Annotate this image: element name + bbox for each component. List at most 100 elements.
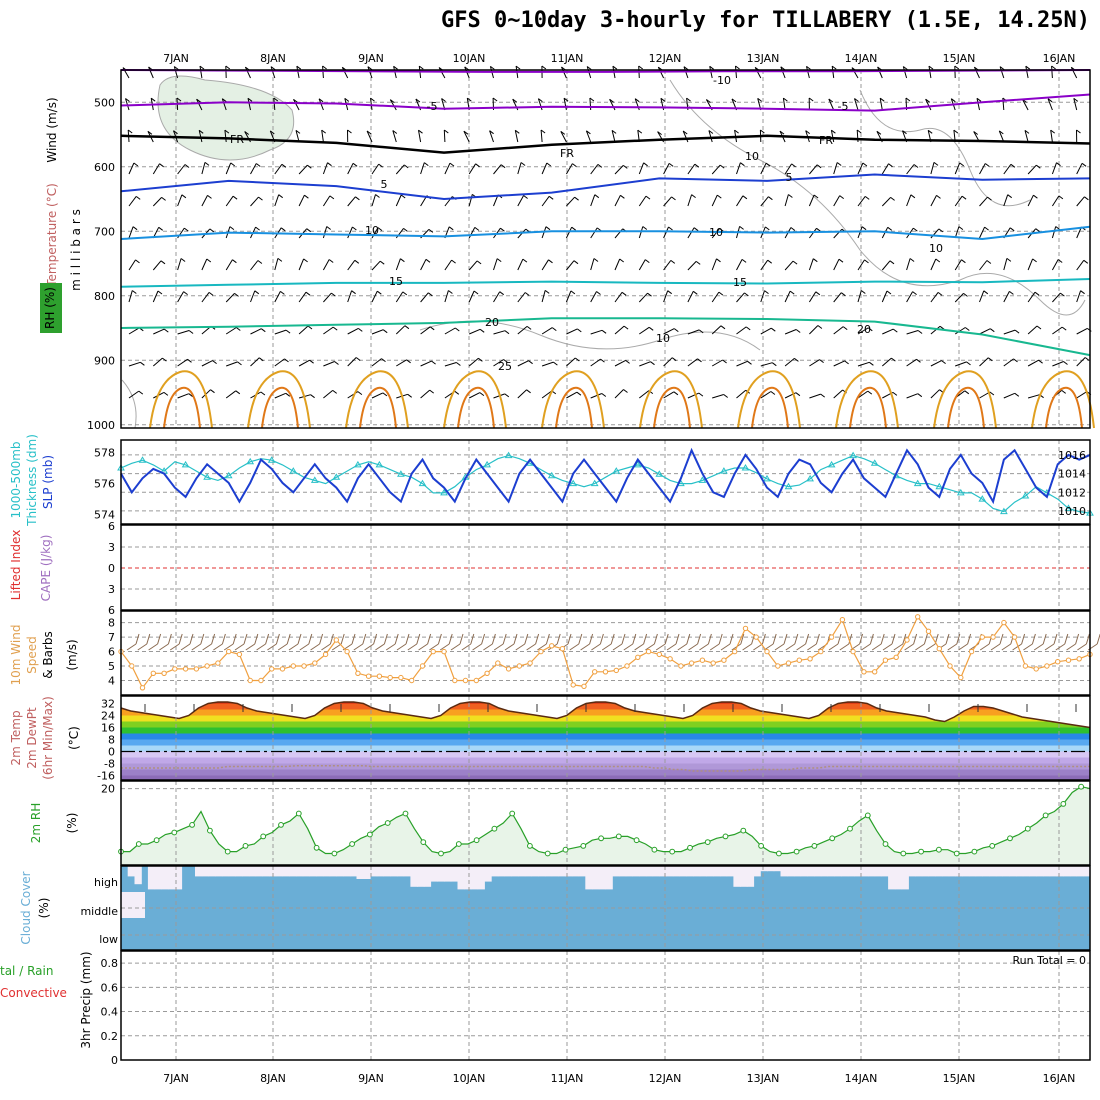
wind-barb — [1051, 195, 1060, 207]
cloud-clear-gap — [605, 866, 613, 890]
rh2m-marker — [882, 841, 889, 847]
wind-barb — [296, 66, 300, 79]
wind-barb-flag — [1035, 228, 1040, 233]
wind-barb-flag — [454, 390, 460, 395]
wind-barb-flag — [269, 130, 275, 135]
wind-barb-flag — [691, 194, 696, 199]
wind10-marker — [753, 634, 759, 640]
wind-barb-flag — [698, 392, 704, 397]
temp-color-bands — [121, 702, 1090, 780]
wind-barb-flag — [698, 329, 704, 334]
wind-barb — [293, 99, 300, 111]
wind-barb-flag — [686, 97, 691, 102]
wind-barb — [463, 130, 470, 143]
cloud-clear-gap — [134, 866, 142, 885]
wind-barb — [906, 164, 915, 175]
contour-label: 10 — [709, 226, 723, 239]
rh2m-marker — [491, 825, 498, 832]
wind10-barb-flag — [254, 633, 259, 645]
wind-barb-flag — [229, 226, 235, 231]
wind-barb-flag — [790, 227, 796, 231]
day-label-top: 15JAN — [943, 52, 976, 65]
wind10-barb — [807, 643, 817, 651]
thickness-marker — [267, 456, 276, 463]
wind-barb — [347, 260, 356, 271]
wind-barb — [1052, 361, 1064, 367]
wind-barb — [711, 164, 721, 175]
wind10-barb-flag — [481, 633, 486, 645]
wind10-barb — [213, 643, 223, 651]
wind-barb-flag — [771, 362, 777, 367]
wind-barb-flag — [792, 260, 798, 265]
cloud-clear-gap — [538, 866, 546, 877]
rh-contour-2 — [859, 89, 1031, 207]
rh2m-marker — [1060, 801, 1067, 807]
cloud-clear-gap — [598, 866, 607, 890]
wind-barb — [225, 195, 234, 207]
cloud-clear-gap — [894, 866, 903, 890]
wind-barb-flag — [888, 163, 893, 168]
wind-barb-flag — [1010, 163, 1016, 168]
wind-barb-flag — [260, 391, 266, 396]
wind10-barb-flag — [243, 633, 248, 645]
cloud-clear-gap — [477, 866, 485, 890]
rh2m-marker — [704, 839, 711, 845]
wind-barb — [244, 66, 251, 79]
wind-barb — [711, 325, 722, 335]
cloud-clear-gap — [578, 866, 586, 877]
cloud-clear-gap — [948, 866, 956, 877]
wind-barb-flag — [206, 258, 212, 263]
rh2m-marker — [1078, 783, 1084, 790]
wind-barb — [517, 292, 526, 303]
wind10-barb-flag — [340, 633, 345, 645]
wind-barb-flag — [734, 129, 739, 134]
wind-barb-flag — [573, 260, 579, 265]
wind-barb — [1047, 98, 1053, 111]
cloud-clear-gap — [309, 866, 317, 877]
contour-25-loop — [247, 370, 311, 429]
wind-barb-flag — [524, 292, 530, 296]
cloud-clear-gap — [1042, 866, 1051, 877]
wind-barb — [250, 357, 260, 367]
wind10-marker — [387, 674, 393, 681]
wind10-barb — [580, 643, 590, 651]
wind-barb — [201, 162, 206, 175]
wind-barb-flag — [270, 66, 276, 70]
wind-barb-flag — [1073, 98, 1079, 102]
thickness-label-2: Thickness (dm) — [25, 434, 39, 527]
wind-barb-flag — [183, 291, 188, 296]
wind-barb — [1076, 327, 1088, 335]
cloud-clear-gap — [450, 866, 458, 882]
wind-barb-flag — [770, 327, 776, 332]
wind-barb — [298, 258, 305, 271]
wind-barb — [396, 359, 407, 367]
wind-barb-flag — [476, 260, 482, 265]
wind10-marker — [462, 677, 469, 684]
rh2m-marker — [651, 846, 658, 853]
cloud-frame — [120, 865, 1091, 951]
wind-barb-flag — [514, 129, 520, 134]
wind-barb-flag — [188, 393, 194, 398]
dewpt-line — [121, 765, 1090, 772]
wind-barb-flag — [572, 163, 577, 168]
wind10-marker — [365, 673, 372, 679]
wind-barb-flag — [836, 162, 842, 166]
wind-barb — [857, 196, 866, 207]
wind10-barb-flag — [232, 633, 237, 645]
contour-30-loop — [751, 386, 789, 429]
wind-barb — [833, 326, 844, 335]
wind-barb — [857, 162, 864, 175]
rh2m-marker — [1042, 812, 1049, 819]
wind-barb-flag — [966, 361, 971, 366]
rh2m-marker — [864, 812, 871, 819]
wind-barb-flag — [708, 130, 714, 134]
wind10-barb-flag — [157, 633, 162, 645]
cloud-clear-gap — [787, 866, 795, 877]
wind10-barb-flag — [783, 633, 788, 645]
wind-barb — [973, 66, 980, 79]
wind-barb-flag — [135, 259, 140, 264]
wind-barb-flag — [500, 227, 505, 232]
wind10-barb-flag — [502, 633, 507, 645]
wind-barb-flag — [258, 357, 264, 362]
wind10-barb — [1044, 643, 1055, 651]
